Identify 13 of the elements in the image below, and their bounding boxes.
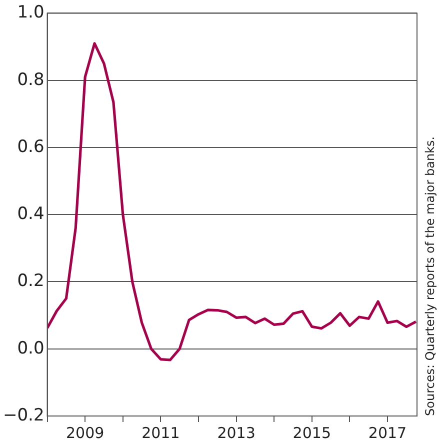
- y-tick-label: 0.8: [17, 70, 44, 90]
- y-tick-label: 1.0: [17, 2, 44, 23]
- y-tick-label: −0.2: [3, 405, 44, 426]
- x-tick-label: 2015: [292, 424, 331, 442]
- x-tick-label: 2009: [66, 424, 104, 442]
- x-tick-label: 2017: [368, 424, 407, 442]
- x-tick-label: 2013: [217, 424, 256, 442]
- y-tick-label: 0.4: [17, 204, 44, 224]
- x-tick-label: 2011: [142, 424, 180, 442]
- y-tick-label: 0.0: [17, 338, 44, 358]
- source-note: Sources: Quarterly reports of the major banks.: [423, 136, 438, 416]
- y-tick-label: 0.2: [17, 271, 44, 292]
- y-tick-label: 0.6: [17, 136, 44, 157]
